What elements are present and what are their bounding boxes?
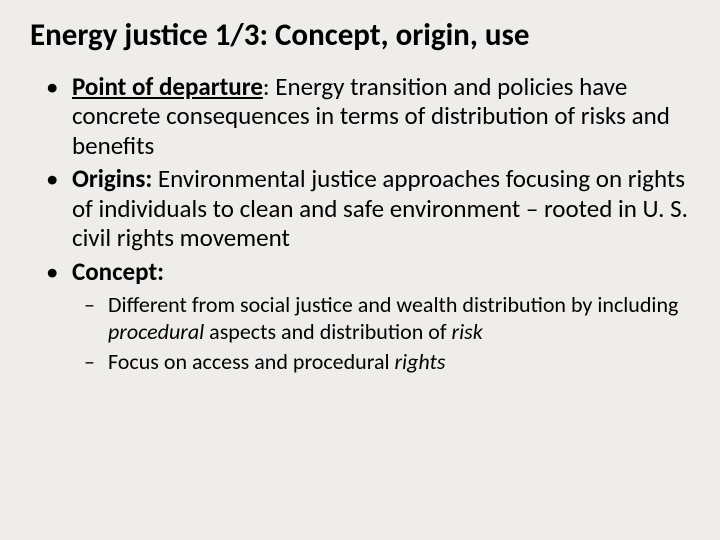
bullet-concept: Concept: Different from social justice a…	[30, 257, 690, 376]
bullet-label: Point of departure	[72, 71, 263, 102]
sub-text: aspects and distribution of	[204, 318, 451, 345]
sub-text: Different from social justice and wealth…	[108, 291, 678, 318]
bullet-label: Concept:	[72, 256, 164, 287]
bullet-origins: Origins: Environmental justice approache…	[30, 164, 690, 253]
bullet-label: Origins:	[72, 163, 152, 194]
slide-title: Energy justice 1/3: Concept, origin, use	[30, 18, 690, 54]
emphasis: rights	[395, 348, 446, 375]
sub-bullet-procedural-risk: Different from social justice and wealth…	[72, 292, 690, 345]
sub-bullet-list: Different from social justice and wealth…	[72, 292, 690, 375]
emphasis: risk	[452, 318, 483, 345]
emphasis: procedural	[108, 318, 204, 345]
slide: Energy justice 1/3: Concept, origin, use…	[0, 0, 720, 540]
bullet-list: Point of departure: Energy transition an…	[30, 72, 690, 376]
sub-text: Focus on access and procedural	[108, 348, 395, 375]
bullet-text: Environmental justice approaches focusin…	[72, 163, 688, 253]
sub-bullet-rights: Focus on access and procedural rights	[72, 349, 690, 375]
bullet-point-of-departure: Point of departure: Energy transition an…	[30, 72, 690, 161]
